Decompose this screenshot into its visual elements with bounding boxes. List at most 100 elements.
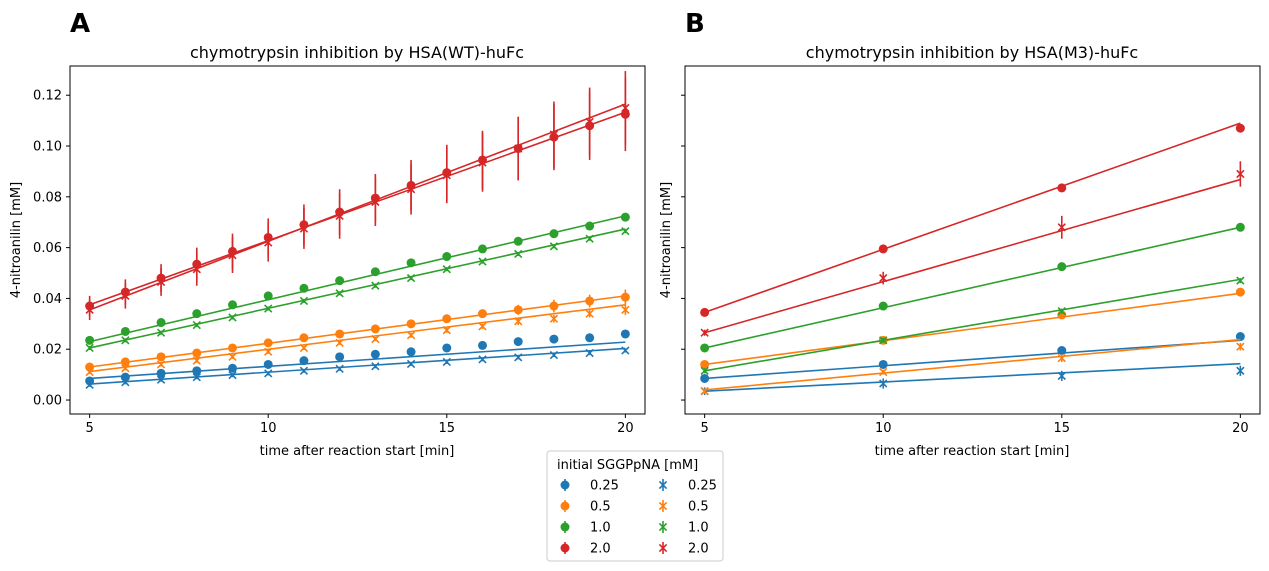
legend-marker — [658, 501, 668, 511]
y-tick-label: 0.04 — [33, 292, 62, 307]
data-point — [585, 221, 595, 231]
data-point — [478, 158, 487, 167]
plot-area-a — [85, 71, 630, 389]
series-circle-0_5 — [700, 287, 1245, 369]
data-point — [156, 352, 166, 362]
data-point — [879, 336, 888, 345]
data-point — [156, 368, 166, 378]
data-point — [406, 359, 416, 369]
legend-item-cross-0_5: 0.5 — [658, 500, 709, 515]
data-point — [121, 291, 130, 301]
panel-b: B chymotrypsin inhibition by HSA(M3)-huF… — [659, 9, 1261, 459]
legend-marker — [560, 480, 570, 490]
data-point — [335, 338, 344, 348]
data-point — [514, 353, 523, 362]
data-point — [264, 238, 273, 247]
data-point — [228, 352, 237, 362]
data-point — [335, 276, 345, 286]
data-point — [514, 249, 523, 259]
legend-marker — [658, 522, 668, 532]
data-point — [879, 367, 888, 377]
data-point — [406, 347, 416, 357]
data-point — [370, 349, 380, 359]
series-circle-1_0 — [85, 212, 630, 345]
series-circle-2_0 — [700, 122, 1245, 317]
data-point — [85, 335, 95, 345]
data-point — [585, 117, 594, 127]
data-point — [620, 329, 630, 339]
data-point — [121, 364, 130, 373]
data-point — [700, 366, 709, 375]
data-point — [1236, 366, 1245, 375]
legend-item-cross-2_0: 2.0 — [658, 542, 709, 557]
legend-label: 0.25 — [688, 479, 717, 494]
legend-box — [546, 450, 724, 562]
fit-line — [704, 338, 1241, 391]
panel-a: A chymotrypsin inhibition by HSA(WT)-huF… — [9, 9, 646, 459]
series-circle-0_25 — [700, 332, 1245, 383]
series-circle-1_0 — [700, 222, 1245, 353]
fit-line — [89, 347, 626, 385]
data-point — [228, 313, 237, 322]
data-point — [585, 296, 595, 306]
y-ticks-a: 0.00 0.02 0.04 0.06 0.08 0.10 0.12 — [33, 89, 70, 409]
data-point — [879, 379, 888, 388]
x-tick-label: 5 — [701, 421, 709, 436]
data-point — [371, 281, 380, 290]
axes-frame-b — [684, 65, 1261, 415]
legend-label: 1.0 — [688, 521, 709, 536]
data-point — [406, 273, 416, 283]
fit-line — [89, 303, 626, 373]
data-point — [1057, 345, 1067, 355]
data-point — [335, 329, 345, 339]
data-point — [700, 328, 709, 337]
data-point — [442, 326, 451, 335]
fit-line — [89, 103, 626, 311]
data-point — [192, 320, 201, 330]
data-point — [620, 212, 630, 222]
data-point — [192, 356, 201, 365]
data-point — [621, 305, 630, 315]
data-point — [156, 375, 166, 384]
data-point — [370, 324, 380, 334]
data-point — [406, 185, 416, 194]
data-point — [371, 334, 380, 344]
data-point — [878, 244, 888, 254]
legend-label: 0.5 — [590, 500, 611, 515]
data-point — [121, 378, 130, 387]
y-axis-label-b: 4-nitroanilin [mM] — [659, 182, 674, 298]
data-point — [621, 346, 630, 355]
data-point — [549, 130, 559, 139]
axes-frame-a — [69, 65, 646, 415]
legend-marker — [560, 501, 570, 511]
legend-label: 0.25 — [590, 479, 619, 494]
data-point — [85, 305, 94, 315]
data-point — [585, 309, 594, 318]
y-axis-label-a: 4-nitroanilin [mM] — [9, 182, 24, 298]
y-ticks-b — [681, 94, 685, 401]
y-tick-label: 0.08 — [33, 190, 62, 205]
data-point — [549, 242, 559, 251]
data-point — [335, 289, 344, 298]
series-cross-0_25 — [700, 362, 1245, 396]
data-point — [478, 340, 487, 350]
data-point — [878, 359, 888, 369]
data-point — [264, 369, 273, 378]
legend-title: initial SGGPpNA [mM] — [557, 458, 698, 473]
legend-item-circle-0_5: 0.5 — [560, 500, 611, 515]
data-point — [700, 343, 710, 353]
data-point — [1057, 306, 1066, 316]
data-point — [1235, 332, 1245, 342]
data-point — [1236, 169, 1245, 179]
x-tick-label: 5 — [86, 421, 94, 436]
data-point — [700, 373, 710, 383]
fit-line — [704, 339, 1241, 380]
x-tick-label: 15 — [1054, 421, 1071, 436]
data-point — [263, 291, 273, 301]
data-point — [549, 334, 559, 344]
fit-line — [704, 122, 1241, 314]
x-tick-label: 15 — [439, 421, 456, 436]
legend-item-cross-0_25: 0.25 — [658, 479, 717, 494]
chart-title-a: chymotrypsin inhibition by HSA(WT)-huFc — [190, 43, 524, 62]
